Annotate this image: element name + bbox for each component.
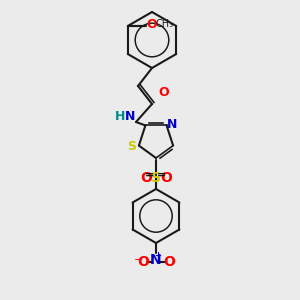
Text: =: = (156, 170, 166, 180)
Text: =: = (146, 170, 154, 180)
Text: O: O (158, 86, 169, 100)
Text: N: N (167, 118, 177, 131)
Text: O: O (160, 171, 172, 185)
Text: CH₃: CH₃ (156, 19, 174, 29)
Text: +: + (154, 250, 161, 260)
Text: S: S (128, 140, 136, 153)
Text: N: N (125, 110, 135, 124)
Text: −: − (134, 255, 144, 265)
Text: O: O (147, 17, 158, 31)
Text: O: O (137, 255, 149, 269)
Text: H: H (115, 110, 125, 124)
Text: O: O (140, 171, 152, 185)
Text: O: O (163, 255, 175, 269)
Text: N: N (150, 253, 162, 267)
Text: S: S (151, 171, 161, 185)
